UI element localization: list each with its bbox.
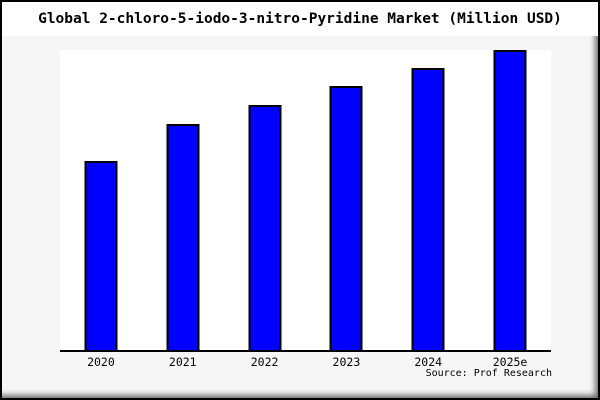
bar-slot-2021 [142, 50, 224, 350]
x-tick-label-2020: 2020 [87, 355, 115, 369]
bar-slot-2022 [224, 50, 306, 350]
bar-2023 [329, 86, 363, 350]
chart-title-band: Global 2-chloro-5-iodo-3-nitro-Pyridine … [2, 2, 598, 36]
bar-2024 [411, 68, 445, 350]
x-tick-label-2025e: 2025e [492, 355, 528, 369]
bar-slot-2020 [60, 50, 142, 350]
bar-slot-2023 [305, 50, 387, 350]
bar-2020 [84, 161, 118, 350]
x-axis-labels: 2020 2021 2022 2023 2024 2025e [60, 355, 551, 369]
x-tick-label-2024: 2024 [414, 355, 443, 369]
plot-area [60, 50, 551, 352]
x-tick-label-2021: 2021 [168, 355, 197, 369]
bar-slot-2025e [469, 50, 551, 350]
bars-container [60, 50, 551, 350]
bar-2021 [166, 124, 200, 350]
bar-slot-2024 [387, 50, 469, 350]
x-tick-label-2023: 2023 [332, 355, 361, 369]
chart-title: Global 2-chloro-5-iodo-3-nitro-Pyridine … [38, 11, 562, 27]
source-note: Source: Prof Research [425, 368, 552, 379]
bar-2025e [493, 50, 527, 350]
bar-2022 [248, 104, 282, 350]
x-tick-label-2022: 2022 [250, 355, 279, 369]
